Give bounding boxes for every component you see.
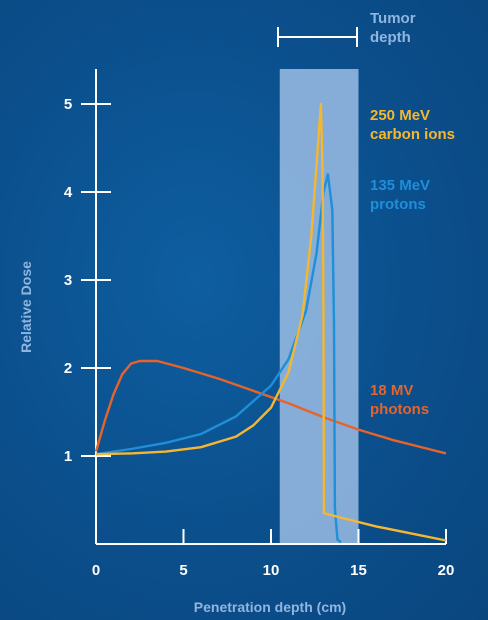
photons-label-1: 18 MV [370, 382, 413, 399]
tumor-depth-label-2: depth [370, 29, 411, 46]
protons-label-2: protons [370, 196, 426, 213]
photons-line [94, 359, 447, 455]
tumor-region [279, 69, 359, 544]
carbon-ions-line [95, 102, 447, 542]
x-tick-label: 0 [92, 562, 100, 579]
y-tick-label: 1 [64, 448, 72, 465]
y-tick-label: 5 [64, 96, 72, 113]
x-tick-label: 10 [263, 562, 280, 579]
ticks: 0 5 10 15 20 1 2 3 4 5 [64, 96, 455, 579]
y-tick-label: 2 [64, 360, 72, 377]
protons-label-1: 135 MeV [370, 177, 430, 194]
series-lines [94, 102, 447, 544]
y-tick-label: 4 [64, 184, 73, 201]
x-tick-label: 20 [438, 562, 455, 579]
carbon-ions-label-1: 250 MeV [370, 107, 430, 124]
tumor-depth-label-1: Tumor [370, 10, 416, 27]
x-tick-label: 5 [179, 562, 187, 579]
photons-label-2: photons [370, 401, 429, 418]
x-tick-label: 15 [350, 562, 367, 579]
carbon-ions-label-2: carbon ions [370, 126, 455, 143]
x-axis-title: Penetration depth (cm) [194, 599, 346, 615]
y-tick-label: 3 [64, 272, 72, 289]
y-axis-title: Relative Dose [18, 261, 34, 353]
protons-line [95, 173, 342, 544]
